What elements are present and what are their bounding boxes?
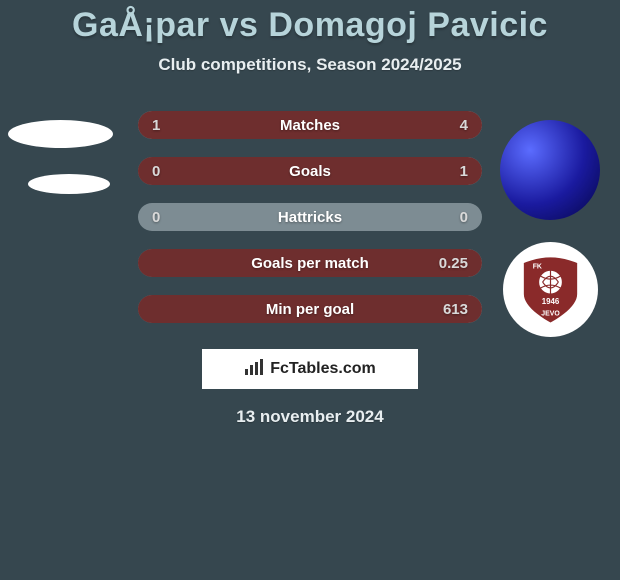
stat-right-value: 4 <box>422 117 482 134</box>
chart-icon <box>244 358 264 381</box>
stat-row: Goals per match0.25 <box>138 249 482 277</box>
svg-text:FK: FK <box>533 263 542 270</box>
stat-right-value: 0.25 <box>422 255 482 272</box>
page-title: GaÅ¡par vs Domagoj Pavicic <box>0 0 620 45</box>
right-avatar-player <box>500 120 600 220</box>
left-avatar-club <box>28 174 110 194</box>
stat-label: Goals <box>198 163 422 180</box>
stat-label: Hattricks <box>198 209 422 226</box>
stat-label: Goals per match <box>198 255 422 272</box>
left-avatar-group <box>8 120 113 220</box>
right-avatar-group: FK 1946 JEVO <box>500 120 600 359</box>
stat-row: 0Goals1 <box>138 157 482 185</box>
club-badge: FK 1946 JEVO <box>511 250 590 329</box>
stat-right-value: 613 <box>422 301 482 318</box>
stat-right-value: 0 <box>422 209 482 226</box>
date-text: 13 november 2024 <box>0 407 620 427</box>
stat-label: Matches <box>198 117 422 134</box>
stat-row: 0Hattricks0 <box>138 203 482 231</box>
right-avatar-club: FK 1946 JEVO <box>503 242 598 337</box>
attribution-text: FcTables.com <box>270 360 376 378</box>
svg-text:1946: 1946 <box>542 296 560 305</box>
left-avatar-player <box>8 120 113 148</box>
stat-right-value: 1 <box>422 163 482 180</box>
stat-row: Min per goal613 <box>138 295 482 323</box>
stat-left-value: 0 <box>138 163 198 180</box>
page-subtitle: Club competitions, Season 2024/2025 <box>0 55 620 75</box>
stat-label: Min per goal <box>198 301 422 318</box>
stat-left-value: 1 <box>138 117 198 134</box>
attribution-box: FcTables.com <box>202 349 418 389</box>
stat-row: 1Matches4 <box>138 111 482 139</box>
stat-left-value: 0 <box>138 209 198 226</box>
svg-text:JEVO: JEVO <box>541 310 560 317</box>
